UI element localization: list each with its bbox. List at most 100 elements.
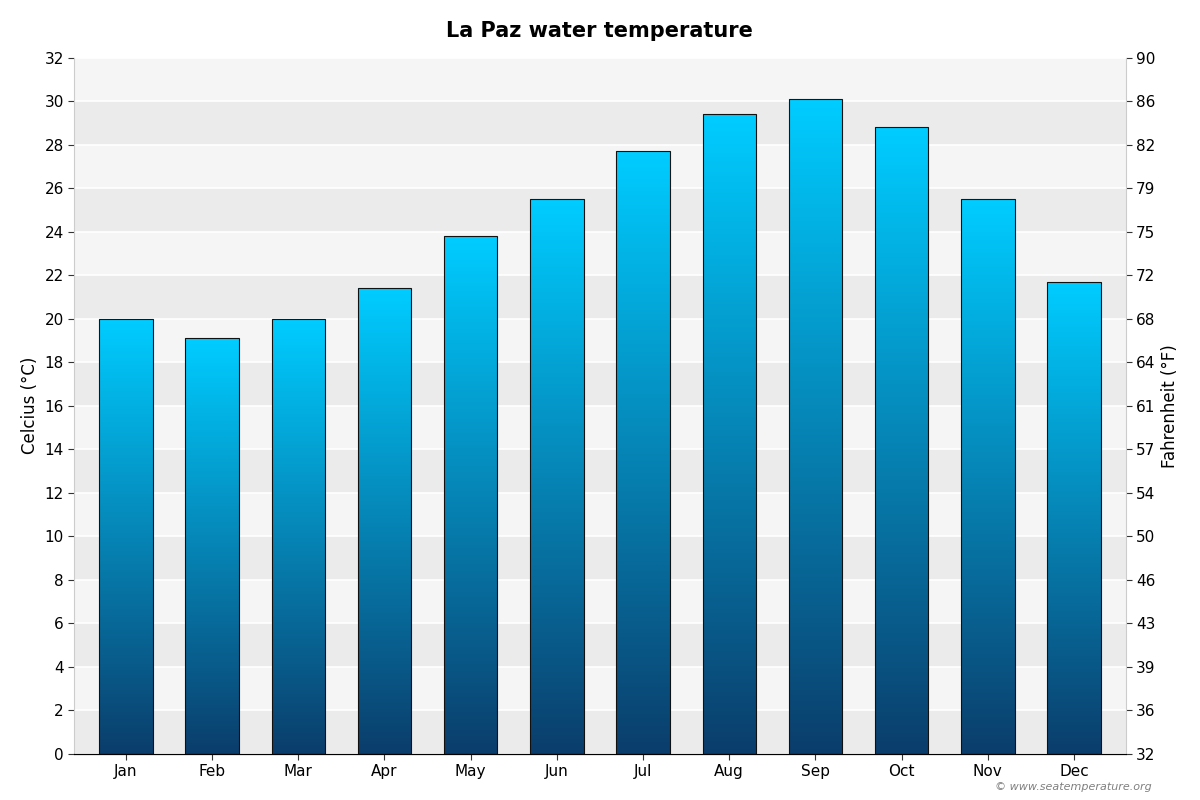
- Bar: [444, 291, 497, 293]
- Bar: [961, 449, 1014, 450]
- Bar: [358, 639, 412, 641]
- Bar: [358, 684, 412, 686]
- Bar: [358, 690, 412, 692]
- Bar: [961, 216, 1014, 218]
- Bar: [1048, 682, 1100, 683]
- Bar: [875, 647, 929, 650]
- Bar: [100, 693, 152, 694]
- Bar: [271, 518, 325, 519]
- Bar: [961, 715, 1014, 717]
- Bar: [100, 707, 152, 709]
- Bar: [702, 298, 756, 300]
- Bar: [271, 497, 325, 498]
- Bar: [185, 391, 239, 392]
- Bar: [185, 718, 239, 719]
- Bar: [358, 436, 412, 438]
- Bar: [875, 725, 929, 726]
- Bar: [444, 424, 497, 426]
- Bar: [961, 434, 1014, 436]
- Bar: [185, 744, 239, 746]
- Bar: [788, 221, 842, 223]
- Bar: [702, 225, 756, 227]
- Bar: [185, 346, 239, 348]
- Bar: [788, 213, 842, 214]
- Bar: [530, 674, 583, 676]
- Bar: [271, 429, 325, 430]
- Bar: [875, 677, 929, 678]
- Bar: [271, 562, 325, 564]
- Bar: [530, 521, 583, 522]
- Bar: [788, 516, 842, 518]
- Bar: [185, 716, 239, 718]
- Bar: [875, 414, 929, 415]
- Bar: [1048, 586, 1100, 587]
- Bar: [358, 471, 412, 473]
- Bar: [617, 702, 670, 703]
- Bar: [530, 454, 583, 456]
- Bar: [961, 249, 1014, 251]
- Bar: [961, 336, 1014, 338]
- Bar: [358, 611, 412, 613]
- Bar: [185, 752, 239, 754]
- Bar: [530, 480, 583, 482]
- Bar: [617, 742, 670, 744]
- Bar: [530, 562, 583, 563]
- Bar: [444, 436, 497, 438]
- Bar: [271, 619, 325, 620]
- Bar: [702, 129, 756, 131]
- Bar: [875, 173, 929, 175]
- Bar: [1048, 340, 1100, 342]
- Bar: [961, 726, 1014, 728]
- Bar: [444, 679, 497, 682]
- Bar: [271, 511, 325, 513]
- Bar: [617, 378, 670, 380]
- Bar: [358, 501, 412, 502]
- Bar: [444, 495, 497, 497]
- Bar: [100, 320, 152, 322]
- Bar: [100, 712, 152, 713]
- Bar: [702, 432, 756, 434]
- Bar: [100, 570, 152, 571]
- Bar: [530, 482, 583, 484]
- Bar: [100, 687, 152, 689]
- Bar: [444, 405, 497, 407]
- Bar: [875, 267, 929, 270]
- Bar: [185, 654, 239, 655]
- Bar: [358, 727, 412, 729]
- Bar: [444, 631, 497, 633]
- Bar: [702, 227, 756, 230]
- Bar: [1048, 402, 1100, 403]
- Bar: [702, 464, 756, 466]
- Bar: [358, 600, 412, 602]
- Bar: [788, 616, 842, 618]
- Bar: [788, 171, 842, 174]
- Bar: [702, 743, 756, 746]
- Bar: [1048, 535, 1100, 537]
- Bar: [530, 362, 583, 364]
- Bar: [961, 618, 1014, 621]
- Bar: [1048, 313, 1100, 314]
- Bar: [1048, 558, 1100, 560]
- Bar: [444, 282, 497, 284]
- Bar: [271, 718, 325, 719]
- Bar: [617, 732, 670, 734]
- Bar: [617, 740, 670, 742]
- Bar: [875, 253, 929, 254]
- Bar: [875, 593, 929, 595]
- Bar: [617, 601, 670, 603]
- Bar: [875, 541, 929, 543]
- Bar: [358, 313, 412, 314]
- Bar: [702, 677, 756, 679]
- Bar: [185, 511, 239, 513]
- Bar: [358, 743, 412, 745]
- Bar: [185, 676, 239, 678]
- Bar: [875, 271, 929, 274]
- Bar: [617, 639, 670, 642]
- Bar: [100, 555, 152, 557]
- Bar: [788, 208, 842, 210]
- Bar: [875, 620, 929, 622]
- Bar: [1048, 431, 1100, 433]
- Bar: [1048, 306, 1100, 307]
- Bar: [875, 606, 929, 607]
- Bar: [1048, 316, 1100, 318]
